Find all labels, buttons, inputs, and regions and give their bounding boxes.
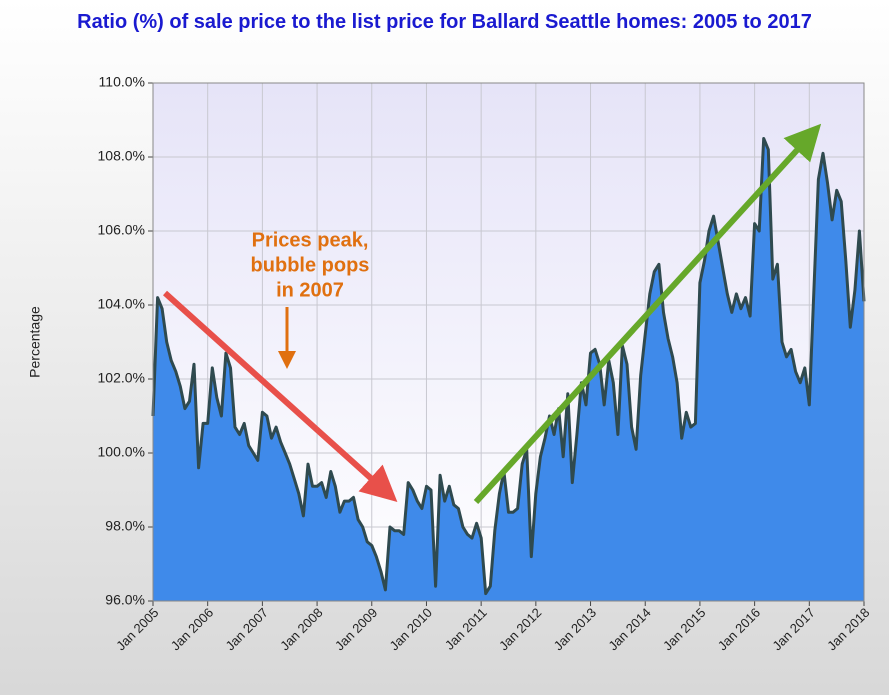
- y-tick-label: 106.0%: [98, 222, 145, 238]
- x-tick-label: Jan 2014: [605, 605, 653, 653]
- annotation: Prices peak,: [252, 229, 369, 251]
- y-tick-label: 98.0%: [105, 518, 145, 534]
- y-tick-label: 110.0%: [99, 74, 145, 90]
- y-tick-label: 102.0%: [98, 370, 145, 386]
- annotation: bubble pops: [251, 254, 370, 276]
- rise-arrow: [473, 123, 822, 505]
- line: [151, 137, 866, 596]
- x-tick-label: Jan 2006: [168, 605, 216, 653]
- y-tick-label: 100.0%: [98, 444, 145, 460]
- y-tick-label: 96.0%: [105, 592, 145, 608]
- x-tick-label: Jan 2016: [715, 605, 763, 653]
- x-tick-label: Jan 2012: [496, 605, 544, 653]
- area: [153, 138, 864, 601]
- x-tick-label: Jan 2005: [113, 605, 161, 653]
- x-tick-label: Jan 2015: [660, 605, 708, 653]
- x-tick-label: Jan 2013: [551, 605, 599, 653]
- x-tick-label: Jan 2011: [442, 605, 490, 653]
- x-tick-label: Jan 2008: [277, 605, 325, 653]
- x-tick-label: Jan 2018: [824, 605, 872, 653]
- decline-arrow: [162, 290, 398, 503]
- x-tick-label: Jan 2010: [387, 605, 435, 653]
- x-tick-label: Jan 2009: [332, 605, 380, 653]
- y-axis-label: Percentage: [27, 306, 43, 378]
- annotation: in 2007: [276, 279, 344, 301]
- y-tick-label: 108.0%: [98, 148, 145, 164]
- plot-border: [152, 82, 865, 602]
- x-tick-label: Jan 2017: [769, 605, 817, 653]
- y-tick-label: 104.0%: [98, 296, 145, 312]
- x-tick-label: Jan 2007: [222, 605, 270, 653]
- chart-title: Ratio (%) of sale price to the list pric…: [77, 11, 812, 33]
